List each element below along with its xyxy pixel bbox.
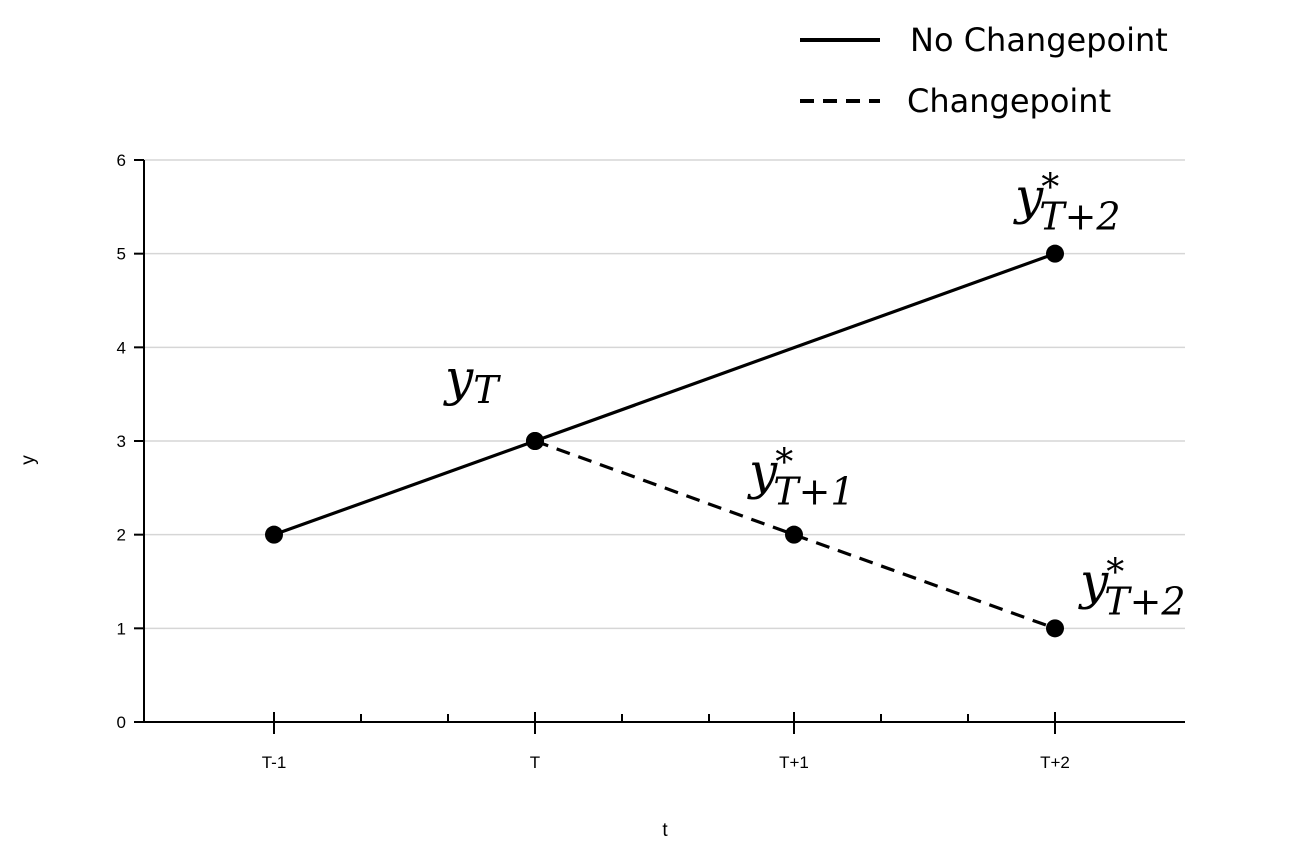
y-axis-title: y [18, 455, 39, 465]
data-point-1-0 [526, 432, 544, 450]
data-point-1-1 [785, 525, 803, 544]
annotation-sub-0: T [473, 368, 501, 412]
y-tick-label-3: 3 [117, 432, 126, 451]
point-annotations: yTy* T+1y* T+2y* T+2 [443, 168, 1186, 624]
legend-label-0: No Changepoint [910, 21, 1168, 59]
y-tick-label-5: 5 [117, 245, 126, 264]
y-tick-label-0: 0 [117, 713, 126, 732]
annotation-sub-2: T+2 [1039, 195, 1120, 239]
point-annotation-2: y* T+2 [1013, 168, 1121, 239]
x-tick-label-T+2: T+2 [1040, 753, 1070, 772]
x-tick-label-T-1: T-1 [262, 753, 287, 772]
annotation-main-0: y [443, 349, 474, 407]
data-point-1-2 [1046, 619, 1064, 638]
data-point-0-0 [265, 525, 283, 544]
point-annotation-0: yT [443, 349, 501, 412]
legend-label-1: Changepoint [907, 82, 1111, 120]
annotation-main-2: y [1013, 168, 1044, 226]
series-line-no-changepoint [273, 252, 1056, 537]
data-point-0-2 [1046, 244, 1064, 263]
axes: 0 1 2 3 4 5 6 T-1 T T+1 T+2 [117, 151, 1185, 772]
legend: No Changepoint Changepoint [800, 21, 1168, 120]
x-tick-label-T: T [530, 753, 540, 772]
x-axis-title: t [662, 820, 668, 841]
annotation-main-3: y [1078, 552, 1109, 610]
series-line-changepoint [534, 439, 1056, 630]
grid-lines [144, 159, 1185, 630]
annotation-sub-1: T+1 [773, 470, 854, 514]
data-points [265, 244, 1064, 638]
x-tick-label-T+1: T+1 [779, 753, 809, 772]
point-annotation-3: y* T+2 [1078, 552, 1186, 623]
y-tick-label-2: 2 [117, 526, 126, 545]
annotation-star-1: * [775, 443, 793, 484]
annotation-main-1: y [747, 443, 778, 501]
annotation-sub-3: T+2 [1104, 579, 1185, 623]
y-tick-label-1: 1 [117, 619, 126, 638]
annotation-star-3: * [1106, 552, 1124, 593]
annotation-star-2: * [1041, 168, 1059, 209]
y-tick-label-4: 4 [117, 338, 126, 357]
y-tick-label-6: 6 [117, 151, 126, 170]
point-annotation-1: y* T+1 [747, 443, 855, 514]
